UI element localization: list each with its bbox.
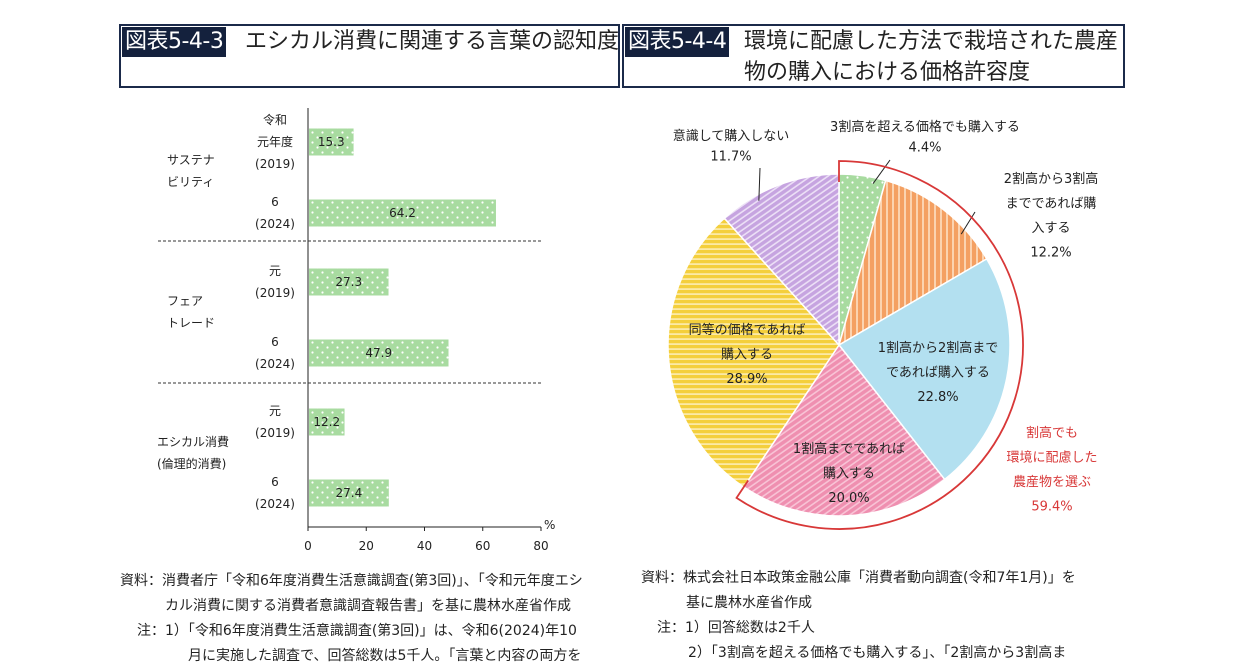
note-line: 注：1）回答総数は2千人 (657, 620, 815, 636)
group-label: サステナ (167, 153, 215, 167)
x-tick-label: 80 (533, 539, 548, 553)
slice-label: 購入する (823, 467, 875, 482)
source-line: カル消費に関する消費者意識調査報告書」を基に農林水産省作成 (165, 598, 571, 614)
leader-line (960, 211, 976, 235)
bracket-label: 農産物を選ぶ (1013, 474, 1091, 490)
slice-percent: 28.9% (726, 372, 767, 387)
bracket-value: 59.4% (1031, 500, 1072, 515)
slice-label: であれば購入する (886, 366, 990, 381)
leader-line (758, 167, 761, 201)
slice-label: 同等の価格であれば (689, 322, 806, 338)
bar (309, 479, 389, 507)
bar-category-label: 元 (269, 264, 281, 278)
bar-value-label: 47.9 (365, 346, 392, 360)
group-label: エシカル消費 (157, 434, 229, 449)
bar-category-label: (2024) (255, 217, 295, 231)
bar-category-label: 元 (269, 404, 281, 418)
slice-percent: 20.0% (828, 491, 869, 506)
bar (309, 199, 496, 227)
group-label: トレード (167, 316, 215, 330)
bar-category-label: (2024) (255, 357, 295, 371)
group-label: (倫理的消費) (157, 456, 226, 471)
x-tick-label: 40 (417, 539, 432, 553)
source-line: 資料：消費者庁「令和6年度消費生活意識調査(第3回)」、「令和元年度エシ (120, 573, 583, 589)
source-line: 資料：株式会社日本政策金融公庫「消費者動向調査(令和7年1月)」を (641, 570, 1076, 586)
bar-value-label: 15.3 (318, 135, 345, 149)
bracket-label: 割高でも (1026, 425, 1078, 441)
bar (309, 339, 449, 367)
group-label: フェア (167, 294, 203, 308)
pie-slice (723, 173, 840, 347)
bar (309, 128, 354, 156)
figure-2-tag: 図表5-4-4 (625, 27, 730, 57)
slice-label: 1割高までであれば (793, 441, 905, 457)
bar-value-label: 27.3 (335, 275, 362, 289)
figure-1-title-box: 図表5-4-3 エシカル消費に関連する言葉の認知度 (119, 24, 620, 88)
slice-label: 1割高から2割高まで (878, 340, 999, 356)
bar-category-label: 元年度 (257, 134, 293, 149)
x-tick-label: 60 (475, 539, 490, 553)
slice-label: 意識して購入しない (673, 128, 790, 144)
bar (309, 268, 389, 296)
note-line: 注：1）「令和6年度消費生活意識調査(第3回)」は、令和6(2024)年10 (137, 623, 577, 639)
bar-value-label: 12.2 (313, 415, 340, 429)
bar-value-label: 64.2 (389, 206, 416, 220)
bar-category-label: (2019) (255, 157, 295, 171)
slice-label: 2割高から3割高 (1004, 171, 1099, 187)
bar-category-label: 6 (271, 475, 279, 489)
bracket-arc (735, 160, 1024, 530)
pie-slice (742, 343, 946, 517)
bar-category-label: (2019) (255, 286, 295, 300)
slice-label: 入する (1031, 221, 1070, 236)
bracket-label: 環境に配慮した (1006, 451, 1097, 466)
slice-percent: 4.4% (908, 141, 941, 156)
group-label: ビリティ (167, 175, 214, 189)
slice-percent: 12.2% (1030, 246, 1071, 261)
note-line: 月に実施した調査で、回答総数は5千人。「言葉と内容の両方を (188, 648, 582, 664)
pie-slice (837, 257, 1011, 481)
slice-label: 3割高を超える価格でも購入する (830, 119, 1020, 135)
source-line: 基に農林水産省作成 (686, 595, 812, 611)
x-tick-label: 0 (304, 539, 312, 553)
pie-slice (837, 179, 988, 347)
slice-percent: 11.7% (710, 150, 751, 165)
bar-category-label: 6 (271, 335, 279, 349)
bar-category-label: (2019) (255, 426, 295, 440)
figure-2-title-box: 図表5-4-4 環境に配慮した方法で栽培された農産物の購入における価格許容度 (622, 24, 1125, 88)
bar-category-label: (2024) (255, 497, 295, 511)
bar (309, 408, 345, 436)
slice-percent: 22.8% (917, 390, 958, 405)
x-tick-label: 20 (359, 539, 374, 553)
x-axis-unit: % (544, 518, 555, 532)
bar-category-label: 令和 (263, 112, 287, 127)
figure-2-title: 環境に配慮した方法で栽培された農産物の購入における価格許容度 (744, 29, 1119, 85)
bar-value-label: 27.4 (336, 486, 363, 500)
slice-label: までであれば購 (1006, 197, 1097, 212)
leader-line (872, 159, 891, 184)
slice-label: 購入する (721, 348, 773, 363)
figure-1-tag: 図表5-4-3 (122, 27, 227, 57)
bar-category-label: 6 (271, 195, 279, 209)
pie-slice (667, 217, 840, 489)
figure-1-title: エシカル消費に関連する言葉の認知度 (245, 29, 620, 54)
